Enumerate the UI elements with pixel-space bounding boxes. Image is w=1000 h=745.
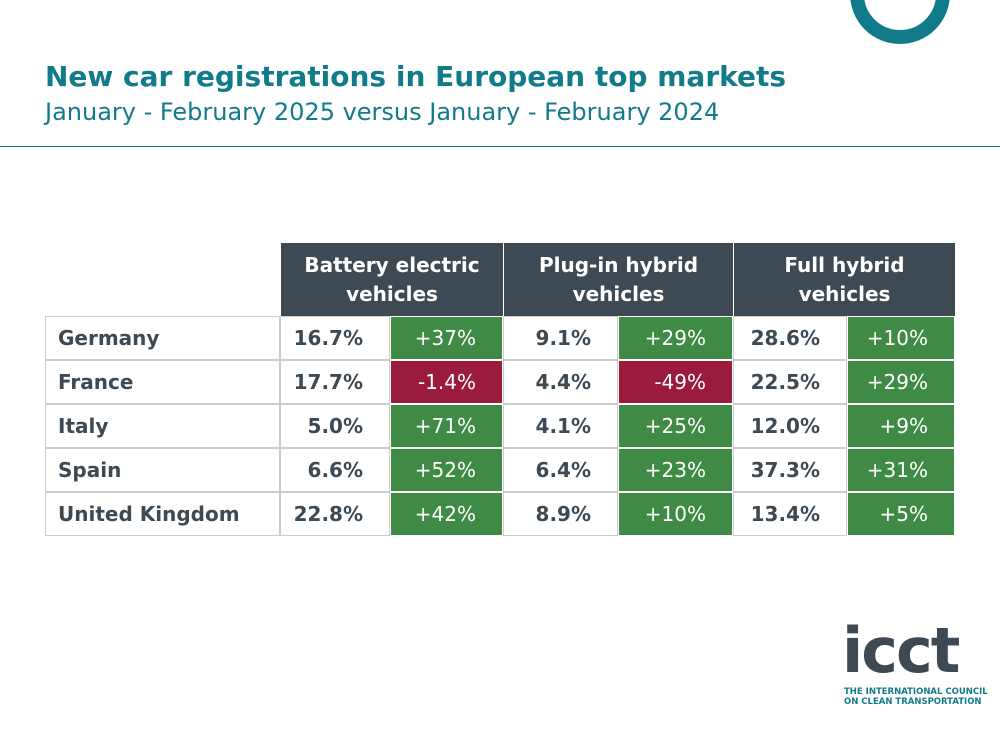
share-cell: 22.8% (280, 492, 390, 536)
country-cell: Spain (45, 448, 280, 492)
logo-mark: icct (842, 614, 960, 687)
share-cell: 13.4% (733, 492, 847, 536)
column-header: Plug-in hybrid vehicles (503, 243, 733, 316)
title: New car registrations in European top ma… (45, 60, 787, 93)
share-cell: 6.4% (503, 448, 618, 492)
change-cell: +23% (618, 448, 733, 492)
change-cell: +29% (847, 360, 955, 404)
share-cell: 22.5% (733, 360, 847, 404)
share-cell: 6.6% (280, 448, 390, 492)
share-cell: 28.6% (733, 316, 847, 360)
change-cell: +25% (618, 404, 733, 448)
country-cell: Italy (45, 404, 280, 448)
change-cell: +37% (390, 316, 503, 360)
change-cell: +10% (618, 492, 733, 536)
change-cell: +5% (847, 492, 955, 536)
share-cell: 16.7% (280, 316, 390, 360)
share-cell: 4.4% (503, 360, 618, 404)
decor-circle (850, 0, 950, 44)
logo-tagline: THE INTERNATIONAL COUNCIL (844, 687, 988, 697)
change-cell: +31% (847, 448, 955, 492)
divider (0, 146, 1000, 147)
share-cell: 4.1% (503, 404, 618, 448)
share-cell: 5.0% (280, 404, 390, 448)
country-cell: United Kingdom (45, 492, 280, 536)
share-cell: 8.9% (503, 492, 618, 536)
change-cell: +9% (847, 404, 955, 448)
change-cell: +52% (390, 448, 503, 492)
change-cell: -1.4% (390, 360, 503, 404)
country-cell: France (45, 360, 280, 404)
share-cell: 37.3% (733, 448, 847, 492)
country-cell: Germany (45, 316, 280, 360)
share-cell: 17.7% (280, 360, 390, 404)
share-cell: 12.0% (733, 404, 847, 448)
change-cell: +71% (390, 404, 503, 448)
column-header: Battery electric vehicles (280, 243, 503, 316)
change-cell: +29% (618, 316, 733, 360)
logo-tagline: ON CLEAN TRANSPORTATION (844, 697, 982, 707)
column-header: Full hybrid vehicles (733, 243, 955, 316)
share-cell: 9.1% (503, 316, 618, 360)
change-cell: +10% (847, 316, 955, 360)
change-cell: +42% (390, 492, 503, 536)
subtitle: January - February 2025 versus January -… (45, 98, 720, 126)
change-cell: -49% (618, 360, 733, 404)
